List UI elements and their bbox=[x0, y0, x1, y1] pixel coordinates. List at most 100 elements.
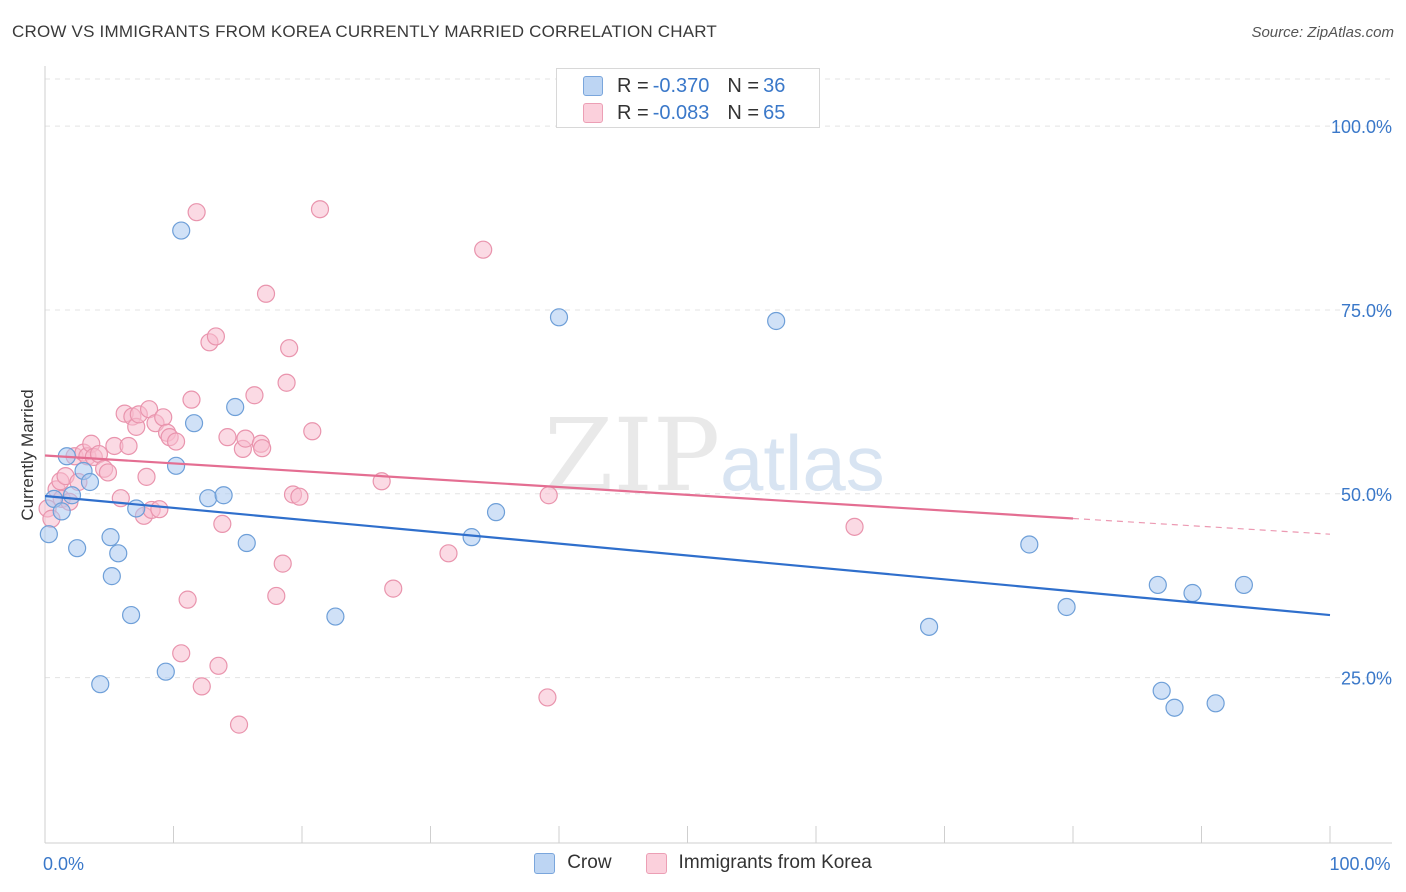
korea-point bbox=[273, 554, 292, 573]
korea-point bbox=[154, 408, 173, 427]
korea-point bbox=[439, 544, 458, 563]
crow-point bbox=[156, 662, 175, 681]
chart-title: CROW VS IMMIGRANTS FROM KOREA CURRENTLY … bbox=[12, 22, 718, 41]
y-tick-label: 50.0% bbox=[1341, 485, 1392, 505]
axes bbox=[44, 66, 1392, 844]
korea-point bbox=[303, 422, 322, 441]
trend-line-korea-dashed bbox=[1072, 517, 1331, 535]
korea-point bbox=[310, 200, 330, 219]
korea-point bbox=[192, 677, 211, 696]
crow-point bbox=[80, 472, 100, 492]
crow-swatch bbox=[583, 76, 603, 96]
korea-point bbox=[137, 467, 156, 486]
korea-point bbox=[253, 439, 272, 458]
crow-point bbox=[1165, 698, 1184, 717]
korea-point bbox=[187, 203, 206, 222]
korea-point bbox=[280, 339, 299, 358]
series-crow-points bbox=[39, 221, 1254, 717]
watermark-atlas: atlas bbox=[720, 419, 885, 507]
source-label: Source: ZipAtlas.com bbox=[1251, 24, 1394, 41]
legend-label-crow: Crow bbox=[567, 852, 612, 873]
crow-swatch bbox=[534, 852, 556, 874]
korea-point bbox=[182, 390, 201, 409]
korea-point bbox=[267, 586, 286, 606]
n-value: 36 bbox=[763, 74, 786, 97]
legend-series: Crow Immigrants from Korea bbox=[0, 852, 1406, 874]
crow-point bbox=[226, 397, 245, 417]
crow-point bbox=[919, 617, 939, 636]
korea-point bbox=[166, 432, 186, 451]
legend-item-korea[interactable]: Immigrants from Korea bbox=[645, 852, 872, 874]
korea-point bbox=[236, 429, 255, 448]
crow-point bbox=[326, 607, 345, 626]
korea-point bbox=[119, 436, 138, 456]
korea-point bbox=[277, 373, 296, 392]
crow-point bbox=[52, 502, 71, 521]
korea-point bbox=[229, 715, 249, 734]
korea-point bbox=[206, 327, 226, 346]
korea-point bbox=[209, 656, 228, 675]
crow-point bbox=[237, 533, 256, 553]
y-tick-label: 25.0% bbox=[1341, 669, 1392, 689]
crow-point bbox=[1234, 575, 1254, 595]
crow-point bbox=[109, 544, 128, 563]
crow-point bbox=[1057, 597, 1076, 617]
crow-point bbox=[199, 489, 218, 508]
crow-point bbox=[549, 308, 569, 327]
korea-point bbox=[845, 517, 864, 536]
tick-labels: 25.0% 50.0% 75.0% 100.0% 0.0% 100.0% bbox=[43, 117, 1392, 874]
y-axis-label: Currently Married bbox=[18, 389, 37, 521]
korea-point bbox=[150, 500, 169, 519]
crow-point bbox=[101, 528, 120, 547]
y-tick-label: 75.0% bbox=[1341, 301, 1392, 321]
trend-lines bbox=[44, 454, 1331, 617]
x-tick-label: 100.0% bbox=[1329, 854, 1390, 874]
legend-row-korea: R = -0.083 N = 65 bbox=[583, 100, 789, 126]
crow-point bbox=[172, 221, 191, 240]
crow-point bbox=[1020, 535, 1039, 554]
korea-point bbox=[213, 514, 232, 534]
crow-point bbox=[39, 525, 58, 544]
legend-row-crow: R = -0.370 N = 36 bbox=[583, 73, 789, 99]
korea-point bbox=[245, 386, 264, 405]
crow-point bbox=[486, 503, 506, 522]
crow-point bbox=[1206, 694, 1225, 713]
r-label: R = bbox=[617, 101, 649, 124]
korea-point bbox=[172, 644, 191, 663]
r-value: -0.083 bbox=[652, 101, 710, 124]
korea-point bbox=[538, 688, 557, 707]
n-label: N = bbox=[727, 74, 760, 97]
trend-line-crow bbox=[44, 494, 1331, 617]
korea-swatch bbox=[645, 852, 667, 874]
series-korea-points bbox=[38, 200, 864, 734]
crow-point bbox=[1152, 681, 1171, 700]
trend-line-korea bbox=[44, 454, 1074, 520]
korea-swatch bbox=[583, 103, 603, 123]
korea-point bbox=[290, 487, 309, 506]
watermark-zip: ZIP bbox=[544, 397, 720, 514]
crow-point bbox=[214, 486, 233, 505]
crow-point bbox=[62, 486, 82, 505]
legend-item-crow[interactable]: Crow bbox=[534, 852, 612, 874]
r-label: R = bbox=[617, 74, 649, 97]
korea-point bbox=[178, 590, 197, 609]
crow-point bbox=[91, 675, 110, 694]
korea-point bbox=[98, 463, 118, 482]
korea-point bbox=[384, 579, 403, 598]
crow-point bbox=[1148, 575, 1167, 595]
y-tick-label: 100.0% bbox=[1331, 117, 1392, 137]
korea-point bbox=[474, 240, 493, 259]
korea-point bbox=[218, 428, 237, 447]
crow-point bbox=[68, 539, 87, 558]
korea-point bbox=[256, 284, 276, 303]
x-tick-label: 0.0% bbox=[43, 854, 84, 874]
crow-point bbox=[1183, 583, 1202, 603]
crow-point bbox=[102, 567, 121, 586]
crow-point bbox=[184, 414, 204, 433]
n-value: 65 bbox=[763, 101, 786, 124]
crow-point bbox=[166, 456, 186, 475]
crow-point bbox=[767, 311, 786, 331]
legend-label-korea: Immigrants from Korea bbox=[678, 852, 872, 873]
korea-point bbox=[539, 486, 558, 505]
